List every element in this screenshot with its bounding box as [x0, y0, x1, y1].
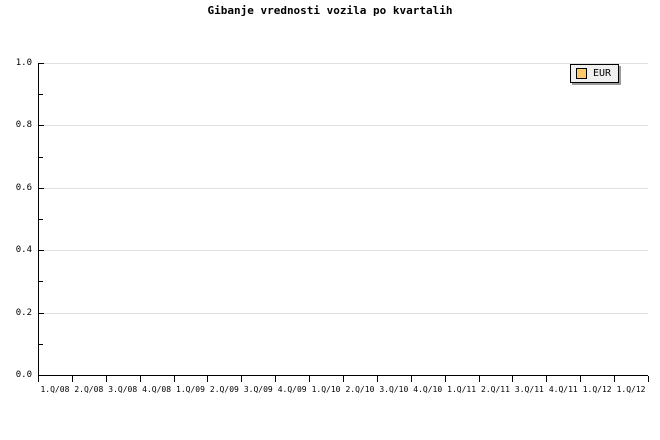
x-axis-tick-label: 3.Q/11 [514, 385, 544, 394]
gridline-horizontal [38, 312, 648, 314]
x-axis-tick-label: 1.Q/09 [176, 385, 205, 394]
x-axis-tick-label: 3.Q/09 [243, 385, 273, 394]
x-axis-tick-label: 2.Q/10 [345, 385, 375, 394]
x-axis-tick-label: 4.Q/08 [142, 385, 172, 394]
y-axis-tick-major [39, 375, 44, 376]
y-axis-tick-major [39, 125, 44, 127]
y-axis-tick-major [39, 63, 44, 64]
x-axis-tick [479, 376, 480, 382]
y-axis-tick-label: 0.0 [15, 370, 32, 380]
x-axis-tick [445, 376, 446, 382]
x-axis-tick-label: 3.Q/08 [108, 385, 138, 394]
y-axis-tick-label: 0.6 [15, 182, 32, 193]
x-axis-tick-label: 4.Q/11 [548, 385, 578, 394]
y-axis-tick-label: 1.0 [15, 58, 32, 68]
x-axis-tick [546, 376, 547, 382]
x-axis-tick [580, 376, 581, 382]
x-axis-tick-label: 2.Q/08 [74, 385, 104, 394]
x-axis-tick-label: 1.Q/12 [616, 385, 646, 394]
y-axis-tick-major [39, 312, 44, 314]
x-axis-tick-label: 4.Q/09 [277, 385, 307, 394]
x-axis-tick [72, 376, 73, 382]
x-axis-tick-label: 1.Q/08 [40, 385, 70, 394]
y-axis-tick-minor [39, 94, 43, 96]
x-axis-tick [377, 376, 378, 382]
x-axis-tick-label: 2.Q/11 [481, 385, 510, 394]
x-axis-tick-label: 1.Q/11 [447, 385, 477, 394]
y-axis-tick-major [39, 187, 44, 189]
x-axis-tick-label: 1.Q/12 [582, 385, 612, 394]
legend-swatch-eur [576, 68, 587, 79]
y-axis-tick-minor [39, 156, 43, 158]
x-axis-tick-label: 1.Q/10 [311, 385, 341, 394]
x-axis-tick [106, 376, 107, 382]
x-axis-line [38, 375, 648, 376]
x-axis-tick [309, 376, 310, 382]
x-axis-tick [648, 376, 649, 382]
y-axis-tick-label: 0.4 [15, 245, 32, 256]
y-axis-tick-minor [39, 219, 43, 220]
x-axis-tick-label: 4.Q/10 [413, 385, 443, 394]
y-axis-line [38, 63, 39, 376]
y-axis-tick-label: 0.8 [15, 120, 32, 131]
x-axis-tick [207, 376, 208, 382]
x-axis-tick [614, 376, 615, 382]
gridline-horizontal [38, 125, 648, 127]
y-axis-tick-minor [39, 281, 43, 283]
x-axis-tick [174, 376, 175, 382]
y-axis-tick-minor [39, 343, 43, 345]
x-axis-tick [275, 376, 276, 382]
x-axis-tick [512, 376, 513, 382]
legend-label-eur: EUR [593, 68, 612, 79]
x-axis-tick-label: 2.Q/09 [209, 385, 239, 394]
chart-legend[interactable]: EUR [570, 64, 620, 83]
x-axis-tick [411, 376, 412, 382]
y-axis-tick-label: 0.2 [15, 307, 32, 318]
x-axis-tick-label: 3.Q/10 [379, 385, 409, 394]
chart-title: Gibanje vrednosti vozila po kvartalih [207, 4, 453, 17]
gridline-horizontal [38, 187, 648, 189]
gridline-horizontal [38, 63, 648, 64]
x-axis-tick [38, 376, 39, 382]
plot-area [38, 63, 648, 376]
gridline-horizontal [38, 250, 648, 252]
x-axis-tick [140, 376, 141, 382]
x-axis-tick [343, 376, 344, 382]
y-axis-tick-major [39, 250, 44, 252]
x-axis-tick [241, 376, 242, 382]
